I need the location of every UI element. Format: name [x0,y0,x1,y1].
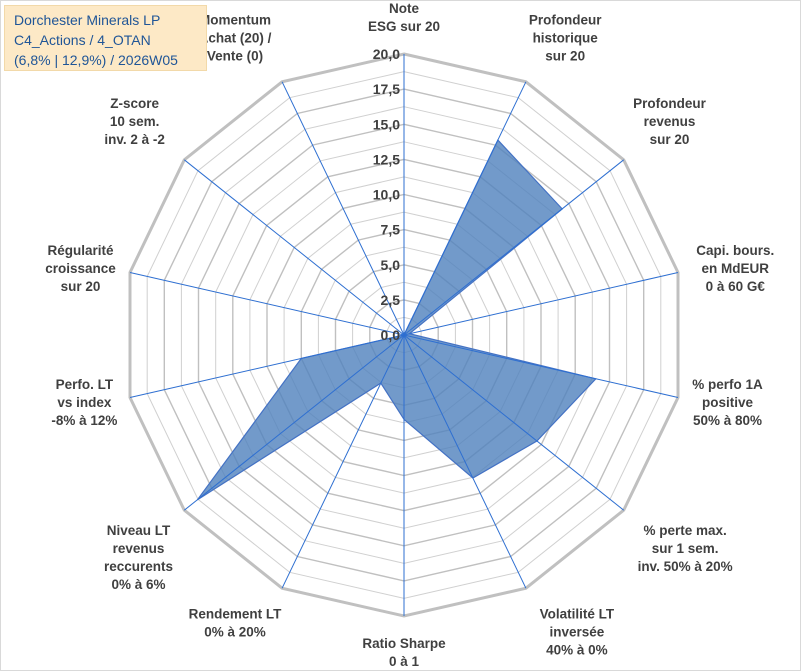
axis-spoke [183,334,405,511]
axis-category-label-line: Profondeur [529,13,602,28]
axis-category-label: Profondeur revenus sur 20 [633,96,706,147]
axis-category-label-line: Volatilité LT [540,606,615,621]
axis-category-label: Profondeur historique sur 20 [529,13,602,64]
tick-label: 12,5 [373,151,400,167]
axis-category-label: Volatilité LT inversée 40% à 0% [540,606,615,657]
axis-category-label-line: % perte max. [643,523,726,538]
axis-spoke [403,159,625,336]
axis-category-label-line: Ratio Sharpe [362,636,446,651]
axis-category-label-line: Rendement LT [189,606,283,621]
title-line-2: C4_Actions / 4_OTAN [14,32,151,48]
axis-category-label-line: Vente (0) [207,49,263,64]
axis-category-label-line: ESG sur 20 [368,19,440,34]
axis-category-label: % perte max. sur 1 sem. inv. 50% à 20% [638,523,733,574]
axis-spoke [129,334,405,398]
tick-label: 2,5 [381,292,401,308]
axis-category-label: % perfo 1A positive 50% à 80% [692,377,763,428]
axis-category-label-line: positive [702,395,754,410]
radial-tick-labels: 0,0 2,5 5,0 7,5 10,0 12,5 15,0 17,5 20,0 [373,46,400,343]
axis-category-label: Niveau LT revenus reccurents 0% à 6% [104,523,173,592]
axis-spoke [281,334,405,589]
axis-category-label-line: Note [389,1,419,16]
axis-category-label-line: Capi. bours. [696,243,774,258]
axis-spoke [403,334,625,511]
axis-category-label-line: inv. 2 à -2 [104,132,165,147]
axis-category-label: Note ESG sur 20 [368,1,440,34]
axis-category-label-line: historique [533,31,599,46]
axis-category-label-line: revenus [644,114,696,129]
axis-category-label-line: 0% à 6% [111,577,165,592]
category-labels: Note ESG sur 20 Profondeur historique sur 20… [45,1,774,669]
title-line-1: Dorchester Minerals LP [14,12,161,28]
axis-spoke [183,159,405,336]
axis-spoke [403,334,679,398]
axis-category-label-line: reccurents [104,559,173,574]
axis-category-label-line: vs index [57,395,112,410]
tick-label: 0,0 [381,327,401,343]
axis-category-label-line: 50% à 80% [693,413,762,428]
axis-category-label: Perfo. LT vs index -8% à 12% [51,377,117,428]
title-line-3: (6,8% | 12,9%) / 2026W05 [14,52,178,68]
axis-spoke [403,81,527,336]
axis-category-label: Momentum Achat (20) / Vente (0) [199,13,272,64]
axis-category-label-line: 40% à 0% [546,642,608,657]
axis-category-label-line: Niveau LT [107,523,171,538]
axis-category-label-line: inversée [550,624,605,639]
axis-spoke [129,272,405,336]
axis-category-label-line: 10 sem. [110,114,160,129]
axis-category-label-line: Régularité [47,243,114,258]
tick-label: 10,0 [373,187,400,203]
tick-label: 5,0 [381,257,401,273]
axis-category-label-line: Perfo. LT [56,377,114,392]
axis-category-label-line: inv. 50% à 20% [638,559,733,574]
axis-category-label: Z-score 10 sem. inv. 2 à -2 [104,96,165,147]
axis-category-label-line: 0 à 60 G€ [706,279,766,294]
axis-category-label: Capi. bours. en MdEUR 0 à 60 G€ [696,243,774,294]
chart-title-box: Dorchester Minerals LP C4_Actions / 4_OT… [4,5,207,71]
axis-category-label-line: % perfo 1A [692,377,763,392]
axis-category-label-line: revenus [113,541,165,556]
axis-category-label-line: en MdEUR [702,261,770,276]
tick-label: 15,0 [373,116,400,132]
axis-category-label-line: sur 20 [650,132,690,147]
axis-category-label-line: croissance [45,261,116,276]
axis-category-label-line: sur 20 [61,279,101,294]
axis-spoke [403,272,679,336]
axis-category-label-line: -8% à 12% [51,413,117,428]
axis-spokes [129,54,679,616]
axis-category-label: Rendement LT 0% à 20% [189,606,283,639]
axis-category-label-line: Momentum [199,13,271,28]
axis-category-label-line: sur 20 [545,49,585,64]
axis-category-label-line: Z-score [110,96,159,111]
axis-category-label: Régularité croissance sur 20 [45,243,116,294]
axis-category-label-line: sur 1 sem. [652,541,719,556]
axis-category-label-line: Profondeur [633,96,706,111]
axis-category-label-line: 0% à 20% [204,624,266,639]
tick-label: 20,0 [373,46,400,62]
axis-category-label-line: 0 à 1 [389,654,420,669]
axis-spoke [403,334,527,589]
axis-spoke [281,81,405,336]
series-area [197,139,597,501]
axis-category-label: Ratio Sharpe 0 à 1 [362,636,446,669]
tick-label: 17,5 [373,81,400,97]
tick-label: 7,5 [381,222,401,238]
axis-category-label-line: Achat (20) / [199,31,272,46]
